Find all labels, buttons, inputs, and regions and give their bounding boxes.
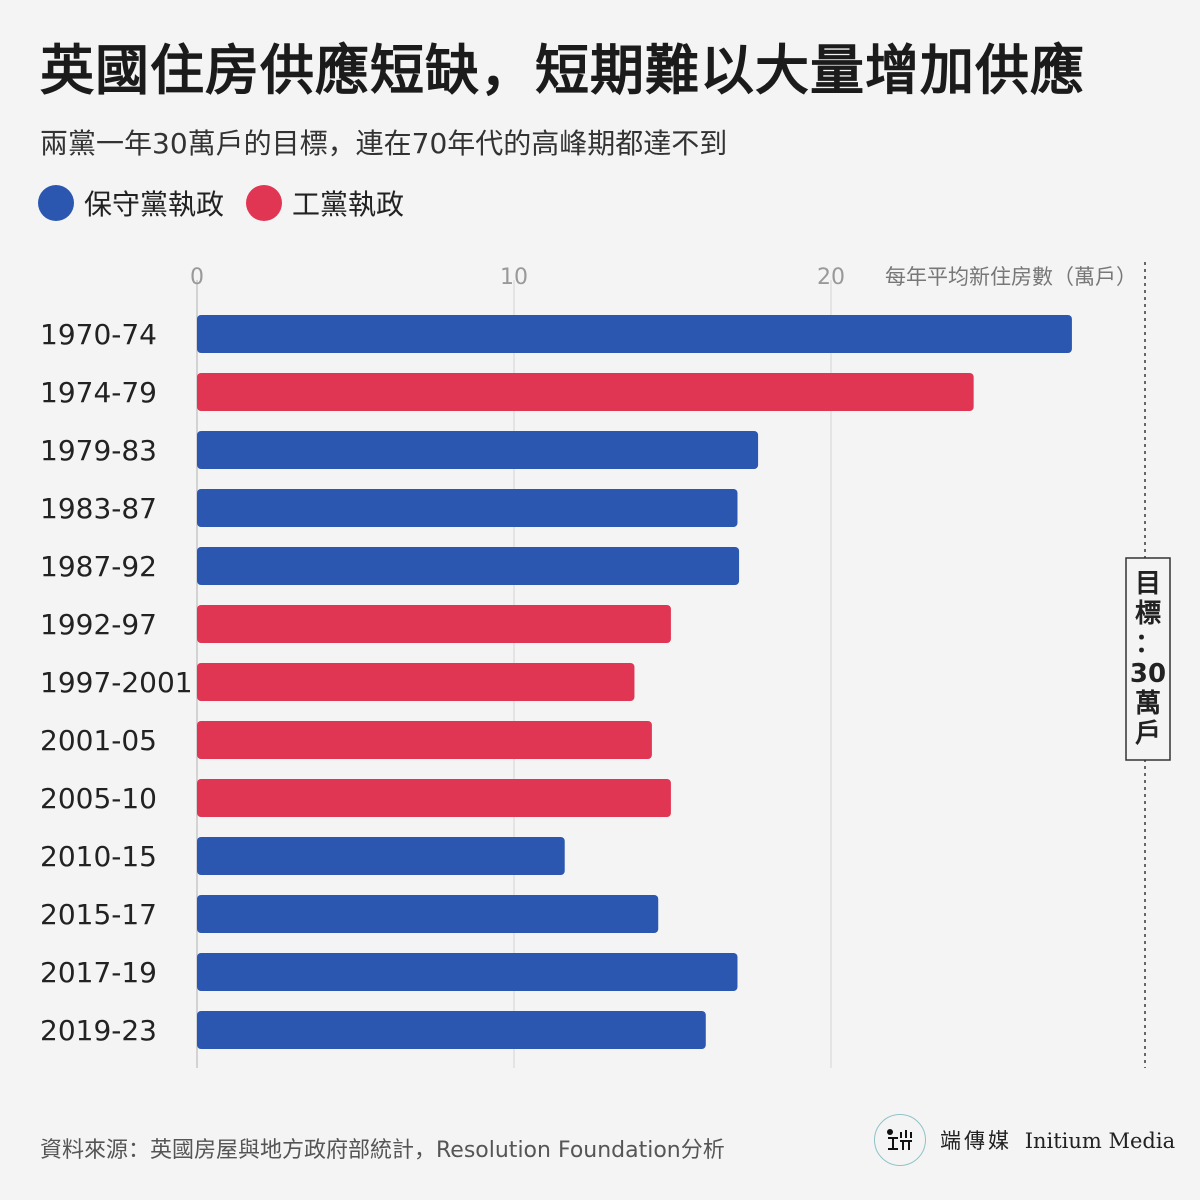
bar-1979-83	[197, 431, 759, 469]
brand-name: 端傳媒 Initium Media	[940, 1125, 1175, 1155]
brand-name-cn: 端傳媒	[940, 1129, 1012, 1153]
axis-label: 每年平均新住房數（萬戶）	[885, 265, 1137, 289]
category-label-2001-05: 2001-05	[40, 724, 157, 757]
category-label-2005-10: 2005-10	[40, 782, 157, 815]
category-label-1974-79: 1974-79	[40, 376, 157, 409]
tick-label-10: 10	[500, 265, 528, 290]
chart-subtitle: 兩黨一年30萬戶的目標，連在70年代的高峰期都達不到	[40, 127, 728, 160]
target-label-box	[1125, 557, 1171, 761]
bar-2019-23	[197, 1011, 706, 1049]
category-label-1997-2001: 1997-2001	[40, 666, 193, 699]
bar-2010-15	[197, 837, 565, 875]
legend-item-conservative: 保守黨執政	[38, 183, 224, 223]
brand-name-en: Initium Media	[1024, 1129, 1176, 1153]
legend-swatch-labour	[246, 185, 283, 221]
legend-item-labour: 工黨執政	[246, 183, 404, 223]
legend-swatch-conservative	[38, 185, 74, 221]
category-label-1970-74: 1970-74	[40, 318, 157, 351]
bar-1997-2001	[197, 663, 635, 701]
category-label-1979-83: 1979-83	[40, 434, 157, 467]
bar-2005-10	[197, 779, 671, 817]
tick-label-20: 20	[817, 265, 845, 290]
bar-chart: 0 10 20 每年平均新住房數（萬戶） 目標： 30 萬戶 1970-74 1974-79 19…	[40, 262, 1171, 1068]
legend: 保守黨執政 工黨執政	[38, 183, 404, 223]
bar-1983-87	[197, 489, 738, 527]
bar-2017-19	[197, 953, 738, 991]
category-label-1987-92: 1987-92	[40, 550, 157, 583]
bar-1970-74	[197, 315, 1072, 353]
legend-label-labour: 工黨執政	[292, 188, 405, 221]
category-label-2017-19: 2017-19	[40, 956, 157, 989]
bar-1992-97	[197, 605, 671, 643]
category-label-2015-17: 2015-17	[40, 898, 157, 931]
target-label: 目標： 30 萬戶	[1130, 569, 1166, 749]
category-label-2010-15: 2010-15	[40, 840, 157, 873]
category-label-1983-87: 1983-87	[40, 492, 157, 525]
category-label-1992-97: 1992-97	[40, 608, 157, 641]
bar-2001-05	[197, 721, 652, 759]
initium-logo-icon	[874, 1114, 926, 1166]
bar-1987-92	[197, 547, 740, 585]
brand: 端傳媒 Initium Media	[874, 1112, 1175, 1168]
bar-1974-79	[197, 373, 974, 411]
bar-2015-17	[197, 895, 659, 933]
legend-label-conservative: 保守黨執政	[84, 188, 225, 221]
category-label-2019-23: 2019-23	[40, 1014, 157, 1047]
chart-title: 英國住房供應短缺，短期難以大量增加供應	[40, 39, 1085, 102]
source-note: 資料來源：英國房屋與地方政府部統計，Resolution Foundation分…	[40, 1138, 725, 1163]
tick-label-0: 0	[190, 265, 204, 290]
